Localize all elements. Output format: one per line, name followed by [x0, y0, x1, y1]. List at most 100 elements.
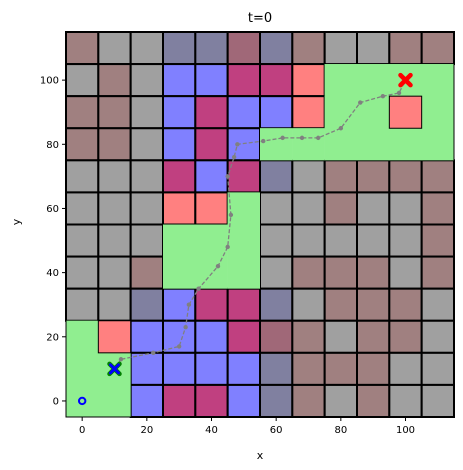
grid-cell	[291, 319, 326, 354]
grid-cell	[323, 223, 358, 258]
grid-cell	[291, 159, 326, 194]
grid-cell	[129, 351, 165, 386]
grid-cell	[388, 223, 423, 258]
obstacle-cell	[388, 95, 423, 129]
grid-cell	[65, 255, 100, 290]
free-region	[292, 128, 325, 161]
grid-cell	[388, 191, 423, 226]
grid-cell	[226, 63, 262, 98]
grid-cell	[323, 31, 358, 66]
grid-cell	[420, 31, 455, 66]
grid-cell	[226, 383, 262, 418]
grid-cell	[129, 255, 165, 290]
path-point	[280, 135, 285, 141]
grid-cell	[259, 95, 294, 130]
x-tick-label: 40	[205, 425, 218, 436]
grid-cell	[129, 127, 165, 162]
grid-cell	[194, 319, 229, 354]
grid-cell	[388, 31, 423, 66]
plot-area	[65, 31, 455, 418]
grid-cell	[65, 287, 100, 322]
x-tick-label: 80	[334, 425, 347, 436]
path-point	[186, 302, 192, 307]
path-point	[183, 324, 188, 330]
grid-cell	[291, 191, 326, 226]
path-point	[231, 154, 237, 160]
start-marker	[109, 363, 120, 375]
grid-cell	[226, 31, 262, 66]
grid-cell	[259, 351, 294, 386]
grid-cell	[226, 319, 262, 354]
x-axis: 0 20 40 60 80 100	[79, 417, 415, 436]
grid-cell	[97, 223, 132, 258]
grid-cell	[194, 287, 229, 322]
grid-cell	[323, 351, 358, 386]
x-tick-label: 100	[396, 425, 415, 436]
grid-cell	[129, 191, 165, 226]
grid-cell	[162, 383, 197, 418]
x-tick-label: 20	[140, 425, 153, 436]
grid-cell	[323, 191, 358, 226]
grid-cell	[162, 95, 197, 130]
grid-cell	[323, 383, 358, 418]
grid-cell	[65, 223, 100, 258]
path-point	[299, 135, 305, 141]
x-axis-label: x	[257, 449, 264, 462]
grid-cell	[356, 255, 391, 290]
robot-marker	[77, 396, 87, 406]
grid-cell	[420, 287, 455, 322]
path-point	[338, 126, 344, 131]
grid-cell	[194, 159, 229, 194]
path-point	[225, 174, 230, 179]
grid-cell	[129, 159, 165, 194]
grid-cell	[323, 319, 358, 354]
grid-cell	[129, 223, 165, 258]
grid-cell	[323, 287, 358, 322]
grid-cell	[420, 159, 455, 194]
grid-cell	[259, 287, 294, 322]
grid-cell	[194, 351, 229, 386]
goal-marker-stroke	[398, 72, 413, 88]
path-point	[215, 264, 221, 269]
grid-cell	[259, 255, 294, 290]
free-region	[227, 192, 260, 289]
grid-cell	[65, 31, 100, 66]
grid-cell	[65, 191, 100, 226]
grid-cell	[97, 63, 132, 98]
grid-cell	[291, 223, 326, 258]
grid-cell	[194, 63, 229, 98]
y-tick-label: 60	[46, 204, 59, 215]
grid-cell	[259, 63, 294, 98]
grid-cell	[291, 351, 326, 386]
grid-cell	[194, 127, 229, 162]
grid-cell	[420, 351, 455, 386]
goal-marker	[398, 72, 413, 88]
free-region	[260, 128, 293, 161]
grid-cell	[97, 159, 132, 194]
grid-cell	[291, 63, 326, 98]
grid-cell	[388, 255, 423, 290]
grid-cell	[65, 63, 100, 98]
grid-cell	[97, 191, 132, 226]
y-tick-label: 100	[40, 76, 59, 87]
grid-cell	[226, 95, 262, 130]
grid-cell	[162, 63, 197, 98]
grid-cell	[97, 95, 132, 130]
grid-cell	[162, 127, 197, 162]
grid-cell	[97, 255, 132, 290]
x-tick-label: 60	[270, 425, 283, 436]
grid-cell	[129, 383, 165, 418]
path-point	[396, 90, 402, 96]
grid-cell	[291, 383, 326, 418]
path-line	[113, 79, 407, 370]
path-point	[358, 100, 363, 105]
grid-cell	[259, 319, 294, 354]
grid-cell	[65, 95, 100, 130]
path-point	[225, 244, 230, 250]
grid-cell	[388, 287, 423, 322]
grid-cell	[129, 287, 165, 322]
x-tick-label: 0	[79, 425, 85, 436]
path-point	[316, 135, 321, 141]
grid-cell	[194, 31, 229, 66]
